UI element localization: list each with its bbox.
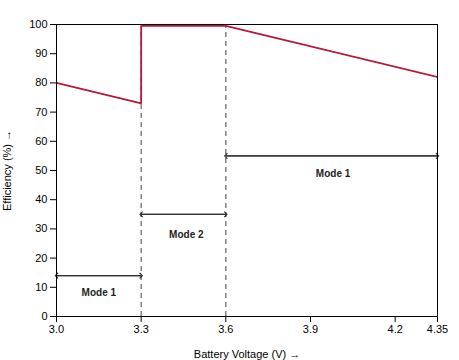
svg-text:3.6: 3.6	[218, 323, 233, 335]
svg-text:3.9: 3.9	[303, 323, 318, 335]
svg-text:50: 50	[35, 164, 47, 176]
svg-text:30: 30	[35, 222, 47, 234]
svg-text:10: 10	[35, 281, 47, 293]
svg-text:Mode 1: Mode 1	[82, 287, 117, 298]
svg-text:Battery Voltage (V) →: Battery Voltage (V) →	[194, 348, 300, 360]
svg-text:80: 80	[35, 76, 47, 88]
svg-text:20: 20	[35, 252, 47, 264]
svg-text:Mode 1: Mode 1	[316, 168, 351, 179]
svg-text:40: 40	[35, 193, 47, 205]
svg-text:90: 90	[35, 47, 47, 59]
svg-text:4.2: 4.2	[388, 323, 403, 335]
svg-text:Mode 2: Mode 2	[169, 229, 204, 240]
svg-text:70: 70	[35, 106, 47, 118]
svg-text:100: 100	[29, 18, 47, 30]
svg-text:Efficiency (%) →: Efficiency (%) →	[1, 130, 13, 211]
svg-text:3.3: 3.3	[134, 323, 149, 335]
svg-text:4.35: 4.35	[427, 323, 448, 335]
svg-text:0: 0	[41, 310, 47, 322]
svg-text:60: 60	[35, 135, 47, 147]
svg-text:3.0: 3.0	[49, 323, 64, 335]
